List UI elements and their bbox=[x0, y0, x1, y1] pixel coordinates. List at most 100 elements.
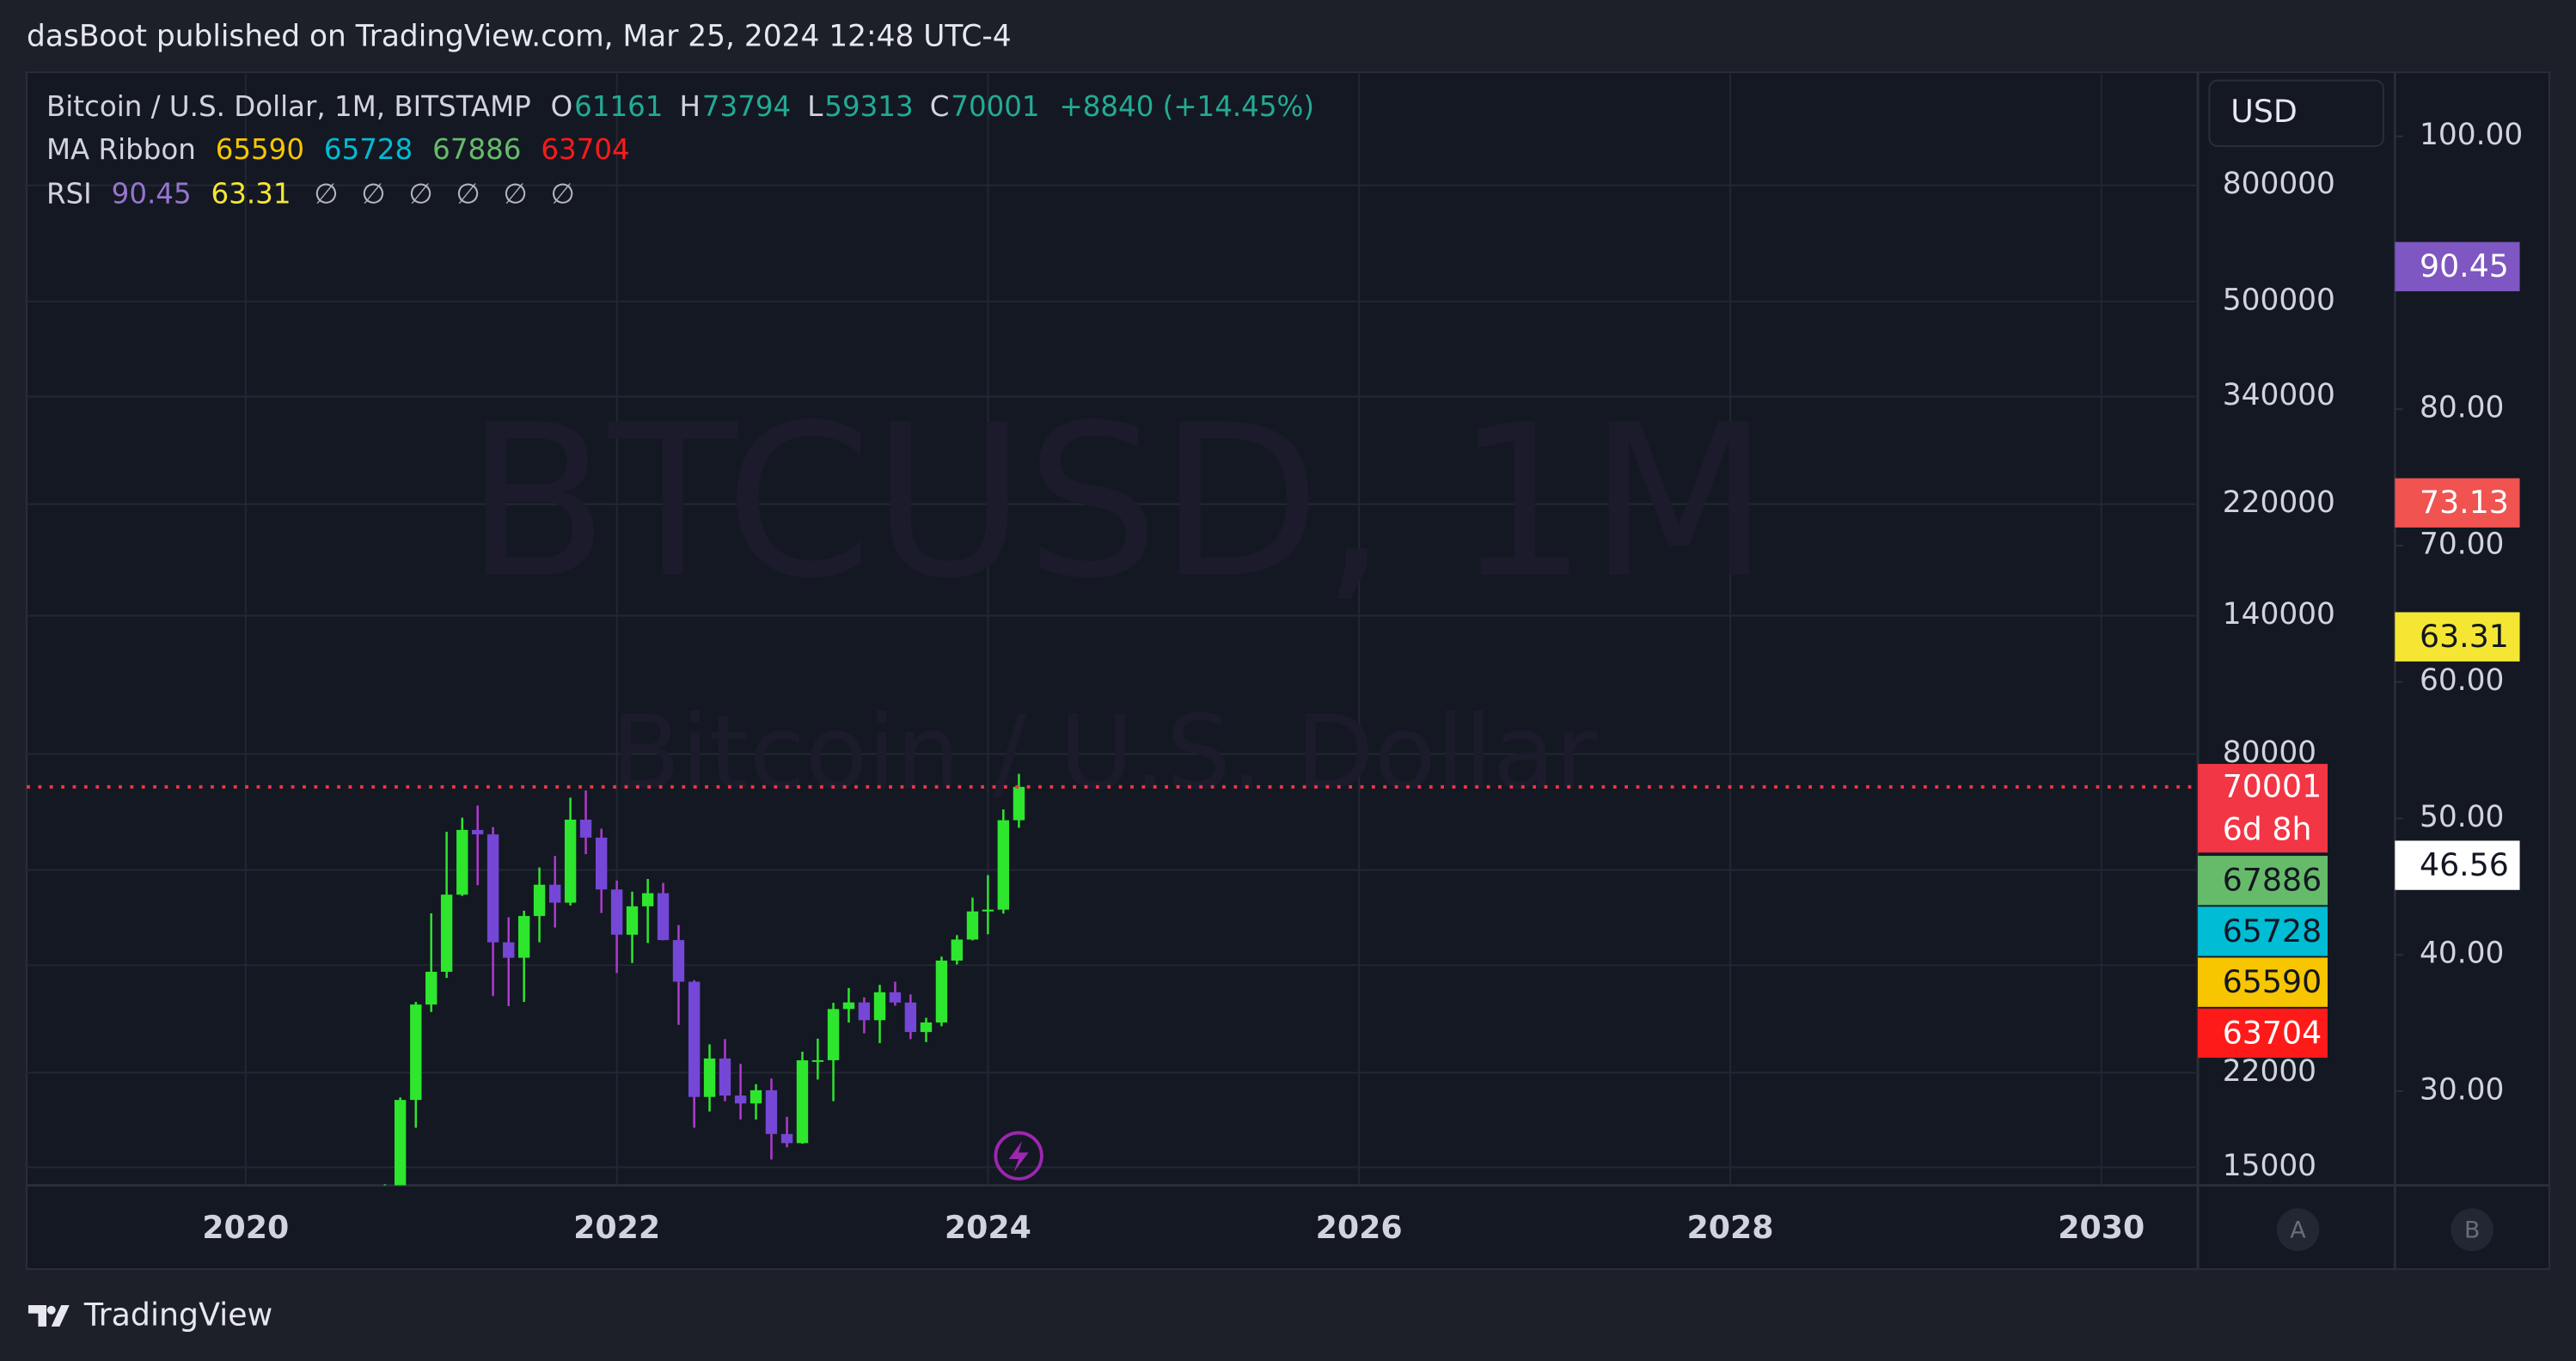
rsi-badge-label: 90.45 bbox=[2420, 247, 2509, 284]
candle-body bbox=[456, 829, 468, 895]
rsi-badge-label: 46.56 bbox=[2420, 846, 2509, 883]
legend-item: 73794 bbox=[702, 90, 791, 123]
legend-item: ∅ bbox=[503, 177, 527, 210]
candle-body bbox=[951, 939, 964, 961]
y2-tick-label: 70.00 bbox=[2420, 527, 2504, 561]
candle-body bbox=[811, 1059, 824, 1062]
axis-button-label: B bbox=[2464, 1218, 2480, 1244]
candle-body bbox=[641, 893, 654, 906]
candle-body bbox=[471, 829, 484, 835]
candle-body bbox=[688, 981, 701, 1097]
watermark-subtitle: Bitcoin / U.S. Dollar bbox=[611, 693, 1597, 812]
ma-badge bbox=[2198, 906, 2328, 956]
candle-body bbox=[410, 1004, 422, 1101]
watermark: BTCUSD, 1M bbox=[465, 380, 1770, 625]
chart-panel bbox=[26, 71, 2550, 1270]
legend-item: ∅ bbox=[456, 177, 480, 210]
axis-button[interactable] bbox=[2451, 1208, 2493, 1251]
x-tick-label: 2026 bbox=[1316, 1209, 1403, 1246]
candle-body bbox=[842, 1002, 855, 1010]
x-tick-label: 2028 bbox=[1686, 1209, 1773, 1246]
candle-body bbox=[657, 893, 670, 941]
legend-item: 63704 bbox=[541, 133, 629, 166]
rsi-badge-label: 63.31 bbox=[2420, 618, 2509, 655]
legend-item: 63.31 bbox=[211, 177, 291, 210]
legend-item: MA Ribbon bbox=[46, 133, 196, 166]
candle-body bbox=[1013, 786, 1025, 821]
candle-body bbox=[486, 834, 499, 943]
logo-dot bbox=[46, 1305, 56, 1315]
logo-mark bbox=[28, 1305, 70, 1327]
ma-badge-label: 65590 bbox=[2223, 963, 2322, 1000]
candle-body bbox=[719, 1058, 731, 1096]
y-tick-label: 15000 bbox=[2223, 1149, 2316, 1183]
y2-tick-label: 50.00 bbox=[2420, 800, 2504, 834]
legend-item: ∅ bbox=[550, 177, 574, 210]
footer-logo bbox=[28, 1305, 70, 1327]
y2-tick-label: 80.00 bbox=[2420, 391, 2504, 425]
legend-item: O bbox=[551, 90, 573, 123]
candle-body bbox=[610, 889, 623, 935]
legend-item: +8840 (+14.45%) bbox=[1060, 90, 1315, 123]
axis-button-label: A bbox=[2290, 1218, 2306, 1244]
rsi-badge-label: 73.13 bbox=[2420, 484, 2509, 521]
legend-row: RSI 90.45 63.31 ∅ ∅ ∅ ∅ ∅ ∅ bbox=[46, 177, 575, 210]
legend-item: ∅ bbox=[361, 177, 385, 210]
x-tick-label: 2030 bbox=[2058, 1209, 2145, 1246]
rsi-badge bbox=[2395, 478, 2520, 528]
axis-button[interactable] bbox=[2276, 1208, 2320, 1251]
y2-tick-label: 100.00 bbox=[2420, 118, 2523, 152]
candle-body bbox=[873, 992, 886, 1021]
candle-body bbox=[503, 942, 515, 958]
legend-item: 65590 bbox=[216, 133, 304, 166]
candle-body bbox=[533, 884, 546, 917]
candle-body bbox=[672, 940, 685, 982]
candle-body bbox=[517, 916, 530, 958]
x-tick-label: 2022 bbox=[573, 1209, 660, 1246]
ma-badge bbox=[2198, 1008, 2328, 1059]
footer-brand: TradingView bbox=[83, 1296, 272, 1333]
candle-body bbox=[703, 1058, 716, 1097]
y2-tick-label: 30.00 bbox=[2420, 1073, 2504, 1108]
rsi-badge bbox=[2395, 241, 2520, 291]
y2-tick-label: 40.00 bbox=[2420, 937, 2504, 971]
candle-body bbox=[579, 819, 592, 838]
legend-item: Bitcoin / U.S. Dollar, 1M, BITSTAMP bbox=[46, 90, 531, 123]
rsi-badge bbox=[2395, 612, 2520, 662]
price-badge-value: 70001 bbox=[2223, 768, 2322, 805]
candle-body bbox=[595, 837, 608, 890]
header-text: dasBoot published on TradingView.com, Ma… bbox=[27, 19, 1012, 53]
overlay: 2020 2022 2024 2026 2028 20301500022000800001… bbox=[27, 90, 2523, 1246]
legend-item: C bbox=[930, 90, 950, 123]
candle-body bbox=[827, 1009, 840, 1060]
candle-body bbox=[765, 1089, 778, 1134]
grid bbox=[27, 72, 2199, 1186]
candle-body bbox=[440, 894, 453, 972]
legend-item: 67886 bbox=[432, 133, 521, 166]
candle-body bbox=[904, 1002, 917, 1033]
price-badge bbox=[2198, 764, 2328, 853]
ma-badge-label: 67886 bbox=[2223, 862, 2322, 899]
x-tick-label: 2024 bbox=[945, 1209, 1031, 1246]
legend-item: L bbox=[807, 90, 823, 123]
y-tick-label: 140000 bbox=[2223, 597, 2335, 632]
legend-item: 70001 bbox=[951, 90, 1039, 123]
legend-item: 65728 bbox=[324, 133, 413, 166]
candle-body bbox=[889, 992, 902, 1003]
ma-badge-label: 65728 bbox=[2223, 912, 2322, 949]
y-tick-label: 800000 bbox=[2223, 167, 2335, 201]
icon-circle bbox=[994, 1131, 1043, 1181]
replay-icon[interactable] bbox=[994, 1131, 1043, 1181]
candle-body bbox=[549, 884, 561, 903]
legend-item: 59313 bbox=[824, 90, 913, 123]
candle-body bbox=[750, 1089, 762, 1104]
candle-body bbox=[564, 819, 577, 903]
legend-item: ∅ bbox=[314, 177, 338, 210]
currency-box[interactable] bbox=[2208, 79, 2384, 148]
y-tick-label: 220000 bbox=[2223, 485, 2335, 520]
ma-badge-label: 63704 bbox=[2223, 1014, 2322, 1051]
ma-badge bbox=[2198, 957, 2328, 1007]
candle-body bbox=[935, 960, 948, 1023]
y-tick-label: 340000 bbox=[2223, 378, 2335, 412]
